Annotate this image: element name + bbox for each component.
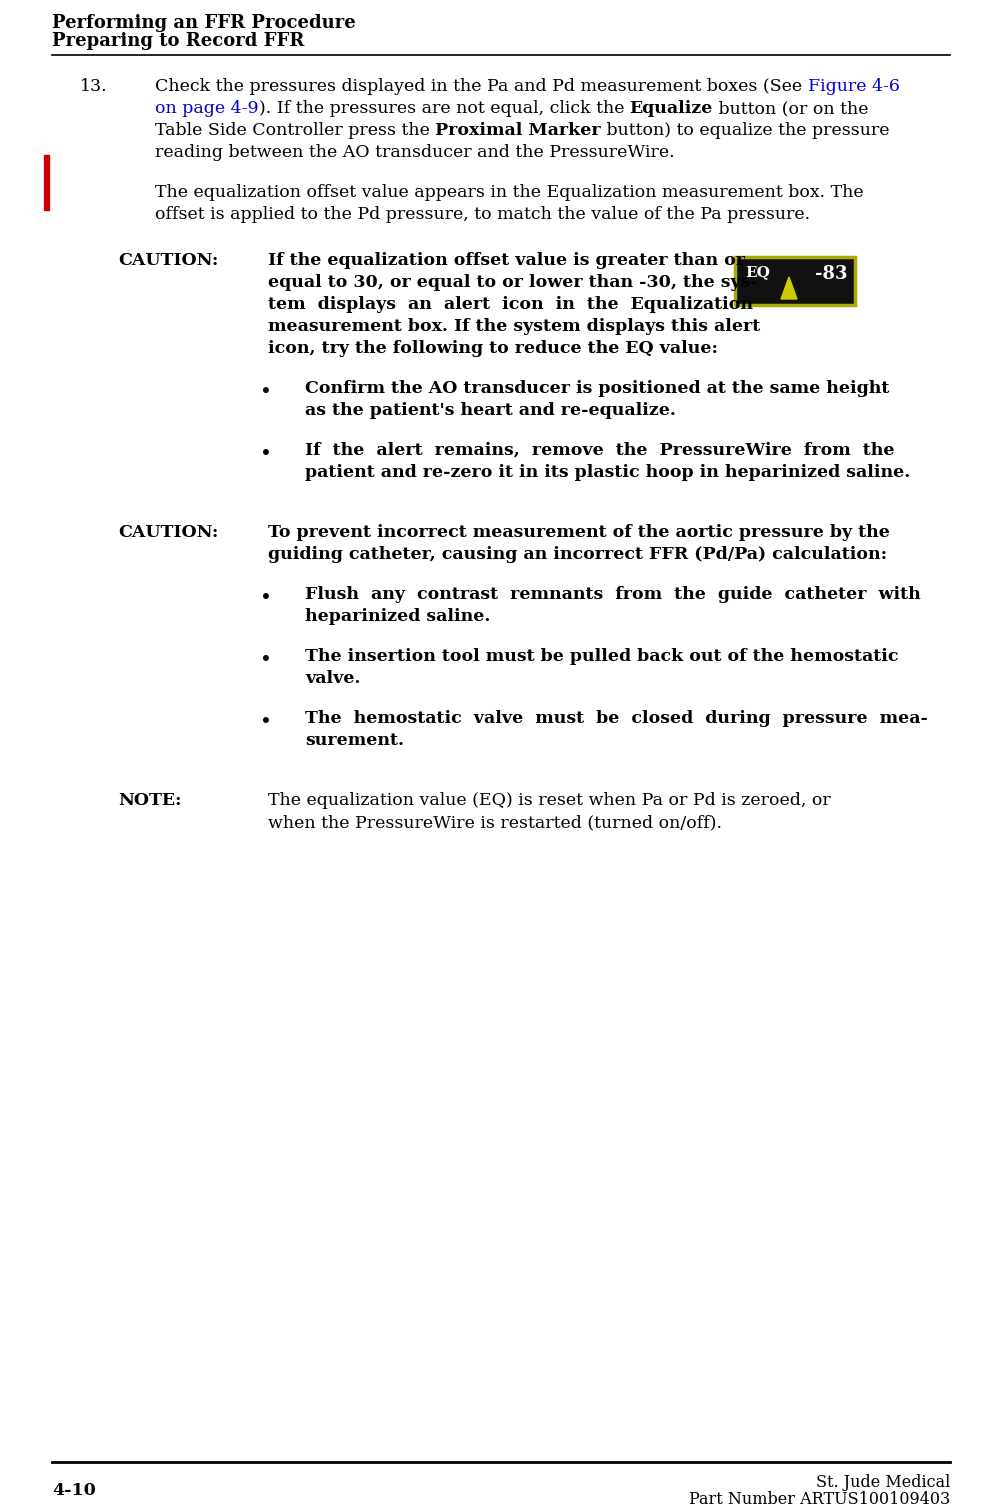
Text: Table Side Controller press the: Table Side Controller press the (155, 122, 435, 139)
Text: Check the pressures displayed in the Pa and Pd measurement boxes (See: Check the pressures displayed in the Pa … (155, 78, 807, 95)
Text: button) to equalize the pressure: button) to equalize the pressure (600, 122, 888, 139)
Text: To prevent incorrect measurement of the aortic pressure by the: To prevent incorrect measurement of the … (268, 524, 889, 542)
Text: patient and re-zero it in its plastic hoop in heparinized saline.: patient and re-zero it in its plastic ho… (305, 463, 909, 481)
Text: reading between the AO transducer and the PressureWire.: reading between the AO transducer and th… (155, 143, 674, 161)
Text: The equalization offset value appears in the Equalization measurement box. The: The equalization offset value appears in… (155, 184, 863, 201)
Text: •: • (259, 650, 271, 670)
Text: The equalization value (EQ) is reset when Pa or Pd is zeroed, or: The equalization value (EQ) is reset whe… (268, 792, 830, 809)
Text: If  the  alert  remains,  remove  the  PressureWire  from  the: If the alert remains, remove the Pressur… (305, 442, 893, 459)
Text: The insertion tool must be pulled back out of the hemostatic: The insertion tool must be pulled back o… (305, 647, 897, 665)
Text: tem  displays  an  alert  icon  in  the  Equalization: tem displays an alert icon in the Equali… (268, 296, 752, 312)
Text: guiding catheter, causing an incorrect FFR (Pd/Pa) calculation:: guiding catheter, causing an incorrect F… (268, 546, 886, 563)
Text: Part Number ARTUS100109403: Part Number ARTUS100109403 (688, 1491, 950, 1507)
Text: equal to 30, or equal to or lower than -30, the sys-: equal to 30, or equal to or lower than -… (268, 275, 757, 291)
Text: •: • (259, 712, 271, 732)
Text: NOTE:: NOTE: (118, 792, 181, 809)
Text: when the PressureWire is restarted (turned on/off).: when the PressureWire is restarted (turn… (268, 813, 722, 831)
Text: CAUTION:: CAUTION: (118, 252, 218, 269)
Text: surement.: surement. (305, 732, 403, 748)
Text: •: • (259, 383, 271, 401)
Text: CAUTION:: CAUTION: (118, 524, 218, 542)
Text: ). If the pressures are not equal, click the: ). If the pressures are not equal, click… (258, 100, 629, 118)
Polygon shape (780, 278, 796, 299)
Text: 13.: 13. (80, 78, 107, 95)
FancyBboxPatch shape (735, 257, 854, 305)
Text: •: • (259, 445, 271, 463)
Text: 4-10: 4-10 (52, 1482, 96, 1498)
Text: offset is applied to the Pd pressure, to match the value of the Pa pressure.: offset is applied to the Pd pressure, to… (155, 207, 810, 223)
Text: icon, try the following to reduce the EQ value:: icon, try the following to reduce the EQ… (268, 340, 717, 358)
Text: St. Jude Medical: St. Jude Medical (814, 1474, 950, 1491)
Text: EQ: EQ (744, 266, 769, 279)
Text: Flush  any  contrast  remnants  from  the  guide  catheter  with: Flush any contrast remnants from the gui… (305, 585, 920, 604)
Text: Preparing to Record FFR: Preparing to Record FFR (52, 32, 304, 50)
Text: If the equalization offset value is greater than or: If the equalization offset value is grea… (268, 252, 744, 269)
Text: valve.: valve. (305, 670, 360, 687)
Text: Confirm the AO transducer is positioned at the same height: Confirm the AO transducer is positioned … (305, 380, 888, 397)
Text: as the patient's heart and re-equalize.: as the patient's heart and re-equalize. (305, 401, 675, 420)
Bar (44, 155, 49, 210)
Text: -83: -83 (813, 266, 846, 284)
Text: Performing an FFR Procedure: Performing an FFR Procedure (52, 14, 355, 32)
Text: on page 4-9: on page 4-9 (155, 100, 258, 118)
Text: heparinized saline.: heparinized saline. (305, 608, 490, 625)
Text: Figure 4-6: Figure 4-6 (807, 78, 898, 95)
Text: Proximal Marker: Proximal Marker (435, 122, 600, 139)
Text: •: • (259, 589, 271, 608)
Text: button (or on the: button (or on the (712, 100, 868, 118)
Text: The  hemostatic  valve  must  be  closed  during  pressure  mea-: The hemostatic valve must be closed duri… (305, 711, 927, 727)
Text: measurement box. If the system displays this alert: measurement box. If the system displays … (268, 318, 759, 335)
Text: Equalize: Equalize (629, 100, 712, 118)
